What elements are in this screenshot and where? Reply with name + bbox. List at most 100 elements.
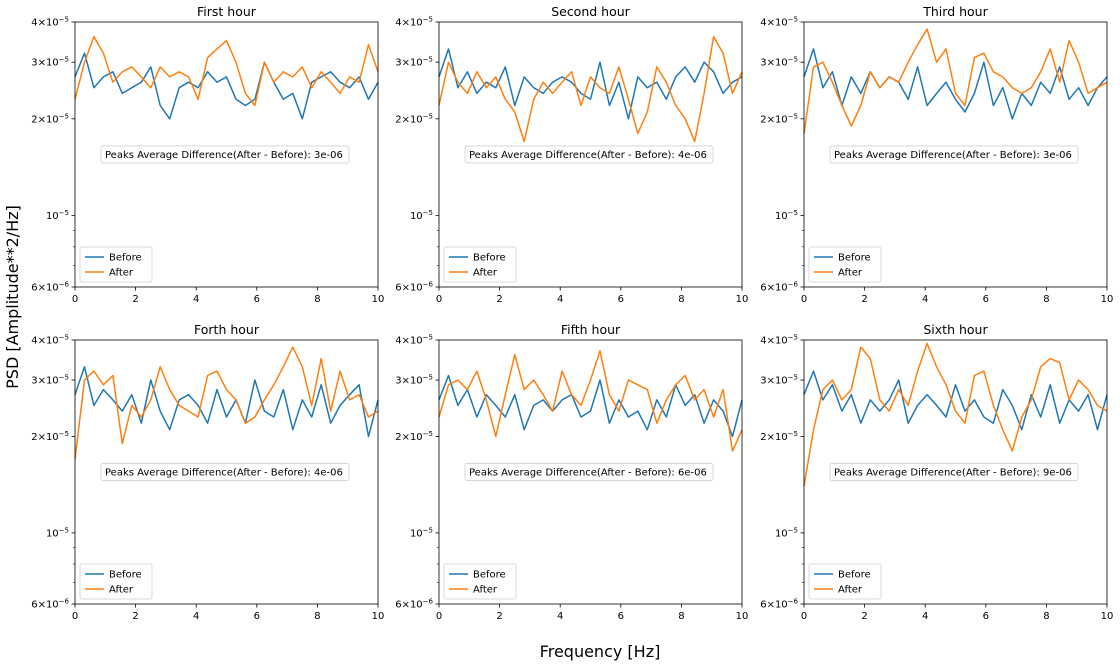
y-tick-label: 10−5 (46, 209, 69, 222)
annotation-box (100, 463, 350, 481)
axes-frame (74, 339, 379, 605)
x-tick-label: 4 (557, 294, 563, 305)
legend-box (443, 246, 517, 283)
x-tick-label: 0 (72, 611, 78, 622)
x-tick-label: 10 (736, 294, 749, 305)
y-tick-label: 6×10−6 (760, 598, 798, 611)
x-tick-label: 2 (861, 611, 867, 622)
x-tick-label: 2 (496, 611, 502, 622)
series-line-after (438, 350, 743, 452)
legend-label-after: After (838, 268, 863, 279)
x-tick-label: 8 (678, 611, 684, 622)
legend-label-after: After (473, 585, 498, 596)
figure-ylabel: PSD [Amplitude**2/Hz] (3, 205, 22, 389)
legend-label-before: Before (473, 570, 506, 581)
y-tick-label: 4×10−5 (760, 16, 798, 29)
x-tick-label: 4 (922, 294, 928, 305)
x-tick-label: 10 (736, 611, 749, 622)
annotation-box (464, 145, 714, 164)
legend-box (443, 563, 517, 600)
legend-label-after: After (473, 268, 498, 279)
y-tick-label: 4×10−5 (395, 16, 433, 29)
chart-panel: Second hour 0 2 4 6 8 10 4×10−5 3×10−5 2×10−5 10−5… (395, 4, 748, 305)
axes-frame (438, 339, 743, 605)
x-tick-label: 2 (132, 611, 138, 622)
x-tick-label: 10 (372, 611, 385, 622)
x-tick-label: 8 (1043, 611, 1049, 622)
series-line-after (438, 35, 743, 143)
series-line-after (74, 35, 379, 107)
panel-title: Third hour (922, 4, 988, 19)
x-tick-label: 8 (678, 294, 684, 305)
y-tick-label: 2×10−5 (31, 112, 69, 125)
annotation-box (100, 145, 350, 164)
panel-title: First hour (197, 4, 257, 19)
series-line-before (803, 370, 1108, 431)
x-tick-label: 0 (436, 611, 442, 622)
panels-grid: First hour 0 2 4 6 8 10 4×10−5 3×10−5 2×10−5 10−5 6… (31, 4, 1113, 622)
y-tick-label: 10−5 (775, 209, 798, 222)
panel-title: Second hour (551, 4, 630, 19)
x-tick-label: 8 (314, 611, 320, 622)
x-tick-label: 6 (983, 611, 989, 622)
series-line-before (74, 52, 379, 120)
x-tick-label: 10 (1101, 294, 1114, 305)
panel-title: Sixth hour (923, 322, 988, 337)
x-tick-label: 0 (801, 611, 807, 622)
x-tick-label: 6 (983, 294, 989, 305)
panel-title: Fifth hour (561, 322, 621, 337)
x-tick-label: 10 (372, 294, 385, 305)
annotation-text: Peaks Average Difference(After - Before)… (469, 150, 707, 161)
legend-label-before: Before (838, 570, 871, 581)
legend-box (79, 246, 153, 283)
legend-box (808, 563, 882, 600)
y-tick-label: 4×10−5 (395, 334, 433, 347)
chart-panel: Sixth hour 0 2 4 6 8 10 4×10−5 3×10−5 2×10−5 10−5 6… (760, 322, 1113, 622)
legend-label-before: Before (109, 570, 142, 581)
series-line-before (438, 374, 743, 438)
x-tick-label: 8 (314, 294, 320, 305)
series-line-after (803, 28, 1108, 134)
x-tick-label: 0 (436, 294, 442, 305)
y-tick-label: 6×10−6 (31, 598, 69, 611)
x-tick-label: 2 (861, 294, 867, 305)
legend-label-before: Before (473, 253, 506, 264)
axes-frame (803, 339, 1108, 605)
legend-label-after: After (109, 268, 134, 279)
x-tick-label: 8 (1043, 294, 1049, 305)
y-tick-label: 4×10−5 (31, 16, 69, 29)
y-tick-label: 2×10−5 (760, 430, 798, 443)
x-tick-label: 6 (618, 611, 624, 622)
y-tick-label: 4×10−5 (760, 334, 798, 347)
x-tick-label: 4 (922, 611, 928, 622)
y-tick-label: 3×10−5 (31, 56, 69, 69)
legend-label-before: Before (109, 253, 142, 264)
x-tick-label: 10 (1101, 611, 1114, 622)
y-tick-label: 2×10−5 (31, 430, 69, 443)
x-tick-label: 4 (557, 611, 563, 622)
x-tick-label: 2 (132, 294, 138, 305)
panel-title: Forth hour (194, 322, 260, 337)
x-tick-label: 0 (72, 294, 78, 305)
y-tick-label: 2×10−5 (760, 112, 798, 125)
x-tick-label: 6 (254, 294, 260, 305)
legend-label-before: Before (838, 253, 871, 264)
legend-box (79, 563, 153, 600)
x-tick-label: 4 (193, 611, 199, 622)
y-tick-label: 10−5 (410, 209, 433, 222)
series-line-before (803, 48, 1108, 120)
annotation-text: Peaks Average Difference(After - Before)… (105, 467, 343, 478)
axes-frame (438, 21, 743, 288)
x-tick-label: 0 (801, 294, 807, 305)
x-tick-label: 4 (193, 294, 199, 305)
axes-frame (803, 21, 1108, 288)
axes-frame (74, 21, 379, 288)
y-tick-label: 3×10−5 (395, 374, 433, 387)
series-line-after (803, 342, 1108, 487)
y-tick-label: 6×10−6 (760, 281, 798, 294)
x-tick-label: 6 (618, 294, 624, 305)
chart-panel: Fifth hour 0 2 4 6 8 10 4×10−5 3×10−5 2×10−5 10−5 6… (395, 322, 748, 622)
y-tick-label: 3×10−5 (395, 56, 433, 69)
figure-xlabel: Frequency [Hz] (540, 642, 661, 661)
